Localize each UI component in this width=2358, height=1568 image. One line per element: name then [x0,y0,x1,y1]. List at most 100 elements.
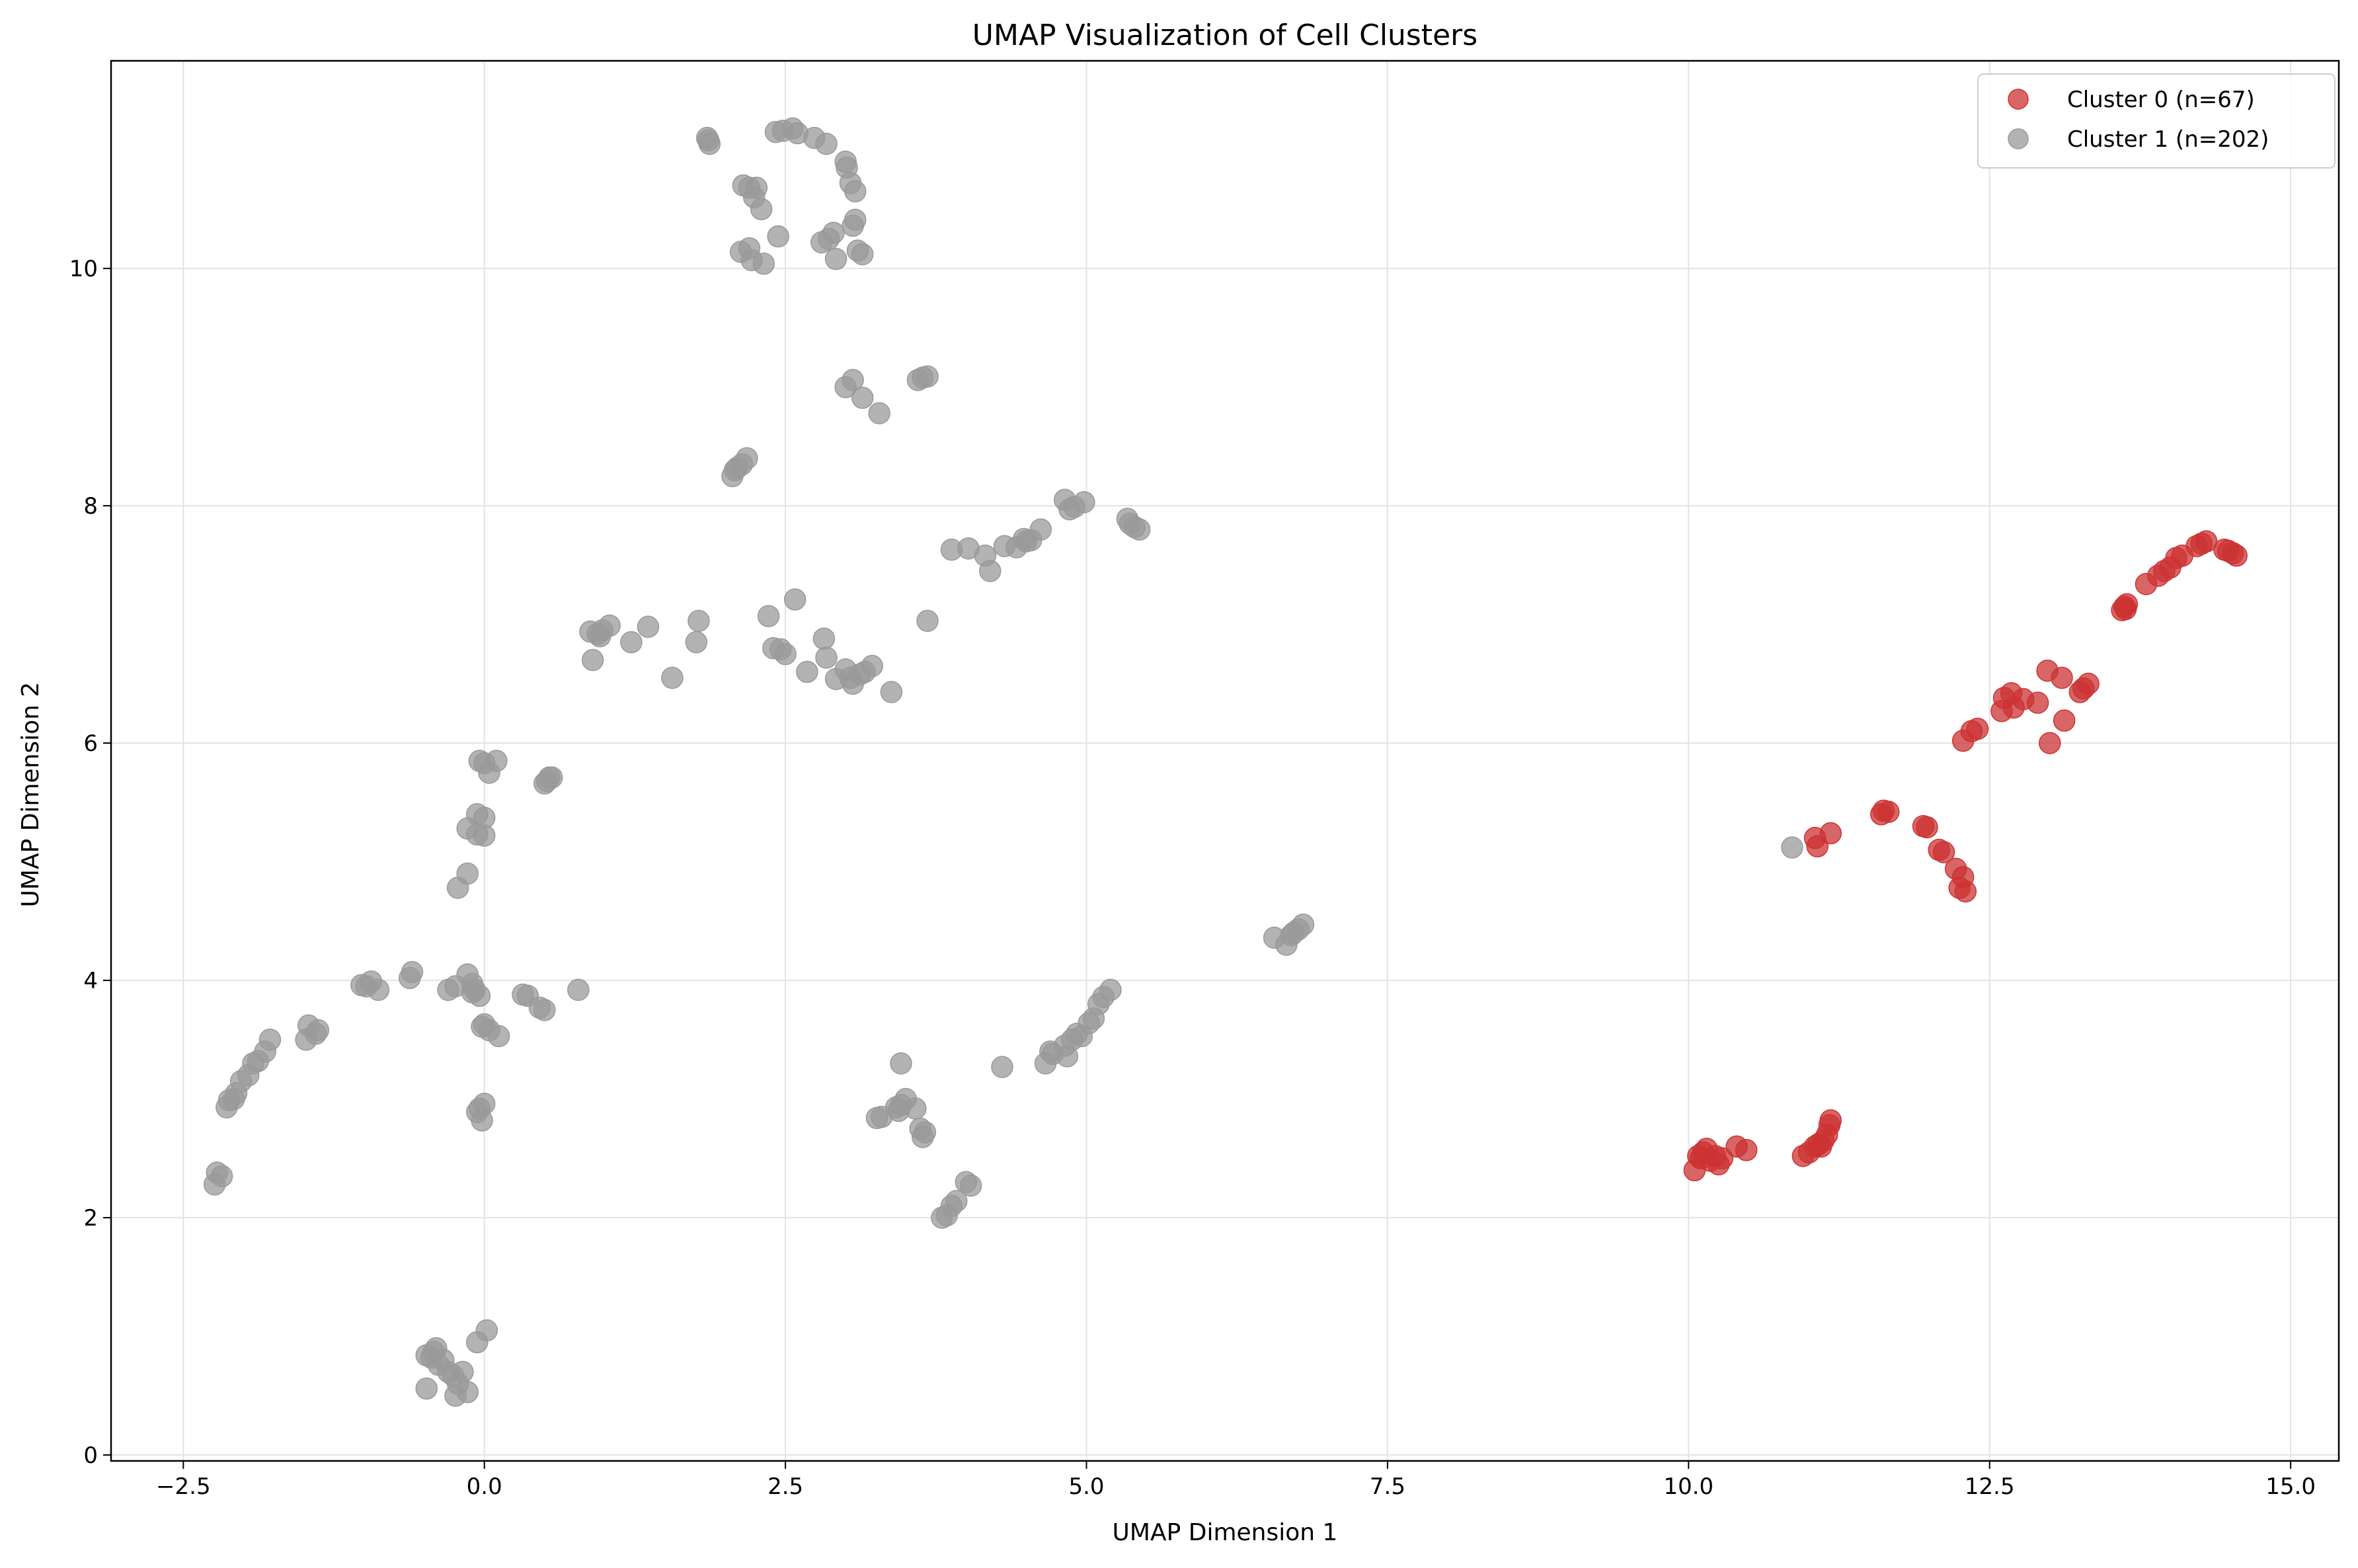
cluster-1-point [916,365,939,388]
cluster-0-point [2225,544,2248,567]
x-tick-label: 7.5 [1370,1473,1405,1500]
cluster-1-point [203,1173,226,1196]
cluster-1-point [880,681,903,703]
plot-frame [110,59,2340,1462]
cluster-1-point [861,654,884,678]
x-tick-label: 12.5 [1965,1473,2015,1500]
cluster-1-point [581,648,604,672]
cluster-1-point [415,1377,438,1400]
y-tick-label: 10 [69,256,98,282]
cluster-1-point [844,208,867,231]
cluster-1-point [473,1092,496,1115]
cluster-1-point [475,1319,498,1342]
y-axis-ticks: 0 2 4 6 8 10 [69,256,111,1469]
cluster-0-point [2077,672,2100,695]
cluster-1-point [697,129,720,152]
cluster-1-point [661,666,684,689]
cluster-0-point [2114,598,2137,621]
cluster-0-point [1932,841,1955,863]
cluster-1-point [736,447,758,470]
cluster-0-point [2053,709,2076,732]
y-tick-label: 2 [83,1205,98,1232]
legend-marker-cluster-1 [2008,128,2029,149]
cluster-1-point [783,588,806,611]
cluster-1-point [688,609,710,632]
legend-label-cluster-1: Cluster 1 (n=202) [2067,126,2269,153]
data-points [203,117,2248,1407]
cluster-1-point [945,1190,968,1212]
cluster-0-point [1966,717,1989,740]
x-tick-label: −2.5 [156,1473,211,1500]
cluster-1-point [367,978,390,1001]
cluster-1-point [991,1056,1013,1078]
cluster-0-point [1916,816,1938,839]
cluster-1-point [868,402,890,424]
cluster-1-point [812,627,836,650]
cluster-1-point [757,605,780,627]
cluster-1-point [1073,490,1095,514]
x-tick-label: 2.5 [767,1473,803,1500]
cluster-1-point [567,978,590,1001]
cluster-1-point [637,615,660,638]
cluster-0-point [2039,732,2061,754]
legend-label-cluster-0: Cluster 0 (n=67) [2067,87,2255,113]
cluster-1-point [452,1360,474,1384]
cluster-1-point [685,631,708,654]
cluster-1-point [1060,1029,1083,1051]
y-axis-label: UMAP Dimension 2 [17,682,44,908]
cluster-1-point [487,1025,510,1048]
cluster-1-point [887,1099,910,1122]
cluster-0-point [1689,1147,1712,1170]
cluster-0-point [1806,835,1828,857]
cluster-1-point [824,248,847,270]
cluster-1-point [844,180,867,203]
cluster-1-point [588,625,611,648]
cluster-1-point [237,1064,260,1087]
cluster-1-point [822,221,845,245]
cluster-1-point [750,198,773,221]
cluster-0-point [2026,691,2049,714]
legend: Cluster 0 (n=67) Cluster 1 (n=202) [1977,73,2336,169]
cluster-1-point [979,560,1002,582]
cluster-0-point [1735,1138,1758,1161]
cluster-1-point [461,981,484,1003]
cluster-1-point [420,1347,443,1369]
cluster-1-point [767,225,789,248]
cluster-1-point [1015,530,1038,553]
cluster-1-point [752,253,775,275]
cluster-0-point [1819,822,1842,845]
legend-marker-cluster-0 [2008,89,2029,110]
cluster-1-point [401,960,424,984]
y-tick-label: 0 [83,1442,98,1469]
cluster-1-point [1099,978,1122,1001]
cluster-1-point [815,647,838,669]
cluster-1-point [815,132,838,155]
cluster-1-point [217,1089,241,1112]
chart-title: UMAP Visualization of Cell Clusters [972,19,1477,52]
cluster-1-point [620,631,643,654]
cluster-1-point [890,1052,912,1075]
cluster-0-point [1711,1147,1734,1170]
cluster-0-point [1877,801,1900,823]
cluster-1-point [473,824,496,847]
cluster-1-point [916,609,939,632]
cluster-1-point [796,660,818,684]
y-tick-label: 4 [83,968,98,994]
cluster-1-point [485,750,508,772]
y-tick-label: 8 [83,493,98,520]
cluster-1-point [912,1126,934,1148]
cluster-1-point [456,1381,479,1403]
cluster-0-point [2051,666,2073,689]
cluster-1-point [774,643,797,666]
x-tick-label: 0.0 [467,1473,502,1500]
x-axis-ticks: −2.5 0.0 2.5 5.0 7.5 10.0 12.5 15.0 [156,1461,2316,1500]
x-tick-label: 10.0 [1663,1473,1713,1500]
cluster-1-point [307,1019,330,1042]
cluster-1-point [1029,518,1052,541]
legend-box [1977,73,2336,169]
x-axis-label: UMAP Dimension 1 [1113,1519,1338,1546]
x-tick-label: 5.0 [1068,1473,1104,1500]
cluster-0-point [1954,880,1977,903]
